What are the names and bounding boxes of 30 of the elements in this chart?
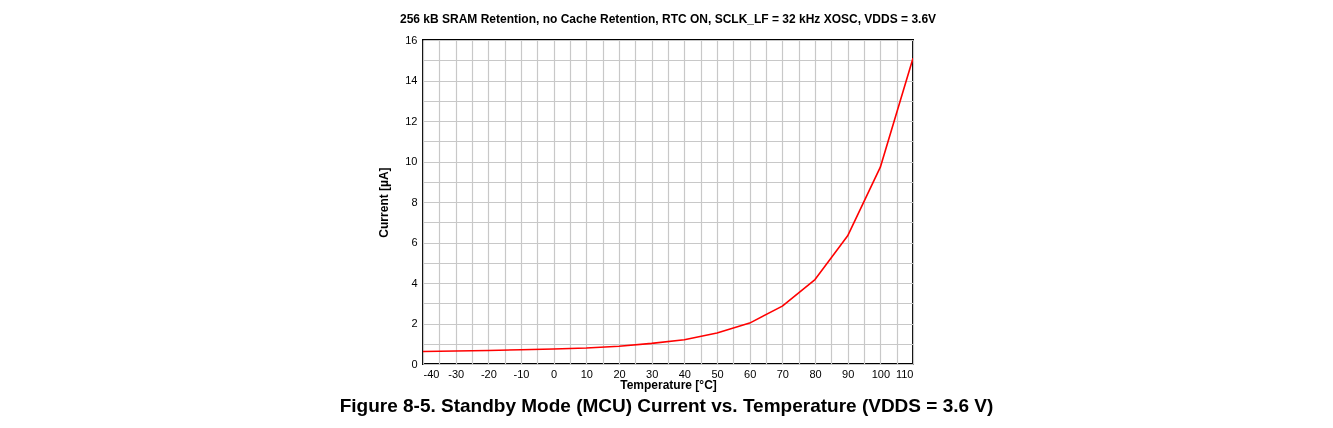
x-tick-label: 10 xyxy=(580,367,593,380)
x-tick-label: 70 xyxy=(776,367,789,380)
x-tick-label: 40 xyxy=(678,367,691,380)
x-tick-label: 60 xyxy=(744,367,757,380)
x-tick-label: -10 xyxy=(513,367,530,380)
y-tick-label: 0 xyxy=(411,357,418,370)
y-tick-label: 10 xyxy=(405,155,418,167)
x-tick-label: 50 xyxy=(711,367,724,380)
x-tick-label: 100 xyxy=(871,367,891,380)
x-tick-label: -20 xyxy=(480,367,497,380)
x-tick-label: 90 xyxy=(842,367,855,380)
x-axis-title: Temperature [°C] xyxy=(620,377,717,392)
y-tick-label: 4 xyxy=(411,276,418,289)
x-tick-label: -30 xyxy=(448,367,465,380)
line-series xyxy=(423,57,913,353)
y-tick-label: 16 xyxy=(405,33,418,46)
x-tick-label: 80 xyxy=(809,367,822,380)
y-tick-label: 14 xyxy=(405,74,418,86)
x-tick-label: 30 xyxy=(646,367,659,380)
x-tick-label: 0 xyxy=(551,367,558,380)
y-axis-title: Current [µA] xyxy=(377,167,392,238)
x-tick-label: -40 xyxy=(423,367,440,380)
caption: Figure 8-5. Standby Mode (MCU) Current vs. Temperature (VDDS = 3.6 V) xyxy=(338,395,995,417)
y-tick-label: 6 xyxy=(411,236,418,248)
y-tick-label: 12 xyxy=(405,114,418,127)
y-tick-label: 8 xyxy=(411,195,418,208)
chart-title: 256 kB SRAM Retention, no Cache Retention, RTC ON, SCLK_LF = 32 kHz XOSC, VDDS = 3.6V xyxy=(399,12,937,26)
x-tick-label: 110 xyxy=(895,367,914,380)
x-tick-label: 20 xyxy=(613,367,626,380)
y-tick-label: 2 xyxy=(411,317,418,329)
